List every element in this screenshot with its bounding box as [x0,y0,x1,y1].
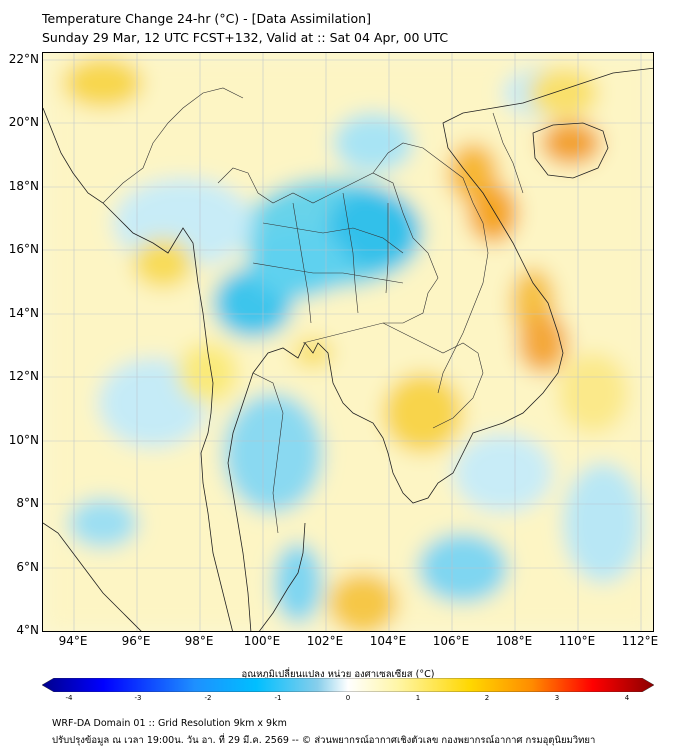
chart-title: Temperature Change 24-hr (°C) - [Data As… [42,11,371,26]
colorbar-tick: -3 [134,694,142,702]
footer-domain-info: WRF-DA Domain 01 :: Grid Resolution 9km … [52,718,287,729]
lon-label-94e: 94°E [58,634,88,648]
lat-label-16n: 16°N [8,242,39,256]
lat-label-14n: 14°N [8,306,39,320]
colorbar-tick: 0 [345,694,351,702]
lon-label-106e: 106°E [432,634,470,648]
lat-label-12n: 12°N [8,369,39,383]
lon-label-112e: 112°E [621,634,659,648]
colorbar-tick: -2 [204,694,212,702]
lon-label-98e: 98°E [184,634,214,648]
lon-label-110e: 110°E [558,634,596,648]
colorbar-tick: 3 [554,694,560,702]
lat-label-6n: 6°N [16,560,39,574]
temperature-change-map[interactable] [42,52,654,632]
lat-label-4n: 4°N [16,623,39,637]
lat-label-10n: 10°N [8,433,39,447]
lon-label-100e: 100°E [243,634,281,648]
temperature-field [43,53,653,631]
colorbar-tick: 4 [624,694,630,702]
lon-label-96e: 96°E [121,634,151,648]
chart-subtitle: Sunday 29 Mar, 12 UTC FCST+132, Valid at… [42,30,449,45]
colorbar-tick: 2 [484,694,490,702]
lon-label-104e: 104°E [369,634,407,648]
lat-label-22n: 22°N [8,52,39,66]
lon-label-108e: 108°E [495,634,533,648]
colorbar-tick: -1 [274,694,282,702]
borders [102,87,524,534]
footer-credit: ปรับปรุงข้อมูล ณ เวลา 19:00น. วัน อา. ที… [52,735,596,746]
lat-label-8n: 8°N [16,496,39,510]
coastlines [43,67,653,631]
colorbar-tick: 1 [415,694,421,702]
colorbar-tick: -4 [65,694,73,702]
lat-label-20n: 20°N [8,115,39,129]
lon-label-102e: 102°E [306,634,344,648]
graticule [43,53,653,631]
colorbar-label: อุณหภูมิเปลี่ยนแปลง หน่วย องศาเซลเซียส (… [241,669,435,680]
lat-label-18n: 18°N [8,179,39,193]
colorbar [42,678,654,692]
